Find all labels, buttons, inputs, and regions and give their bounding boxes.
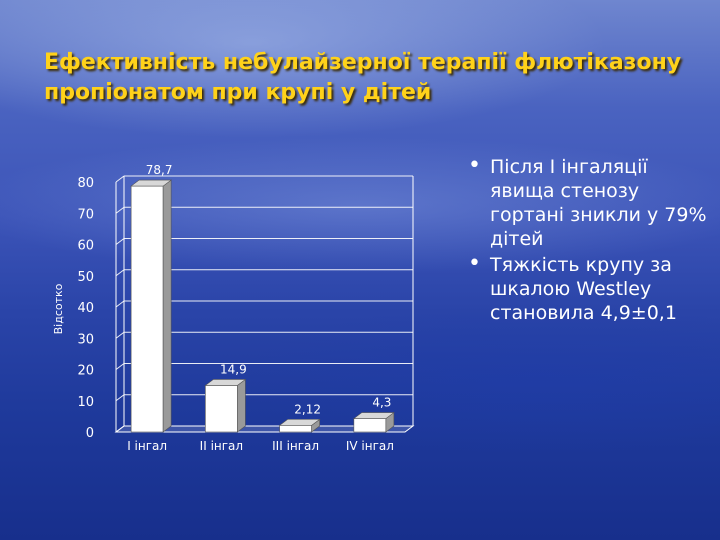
y-tick-label: 30 <box>77 332 94 347</box>
bar-top <box>204 379 247 386</box>
bar-top <box>352 412 395 419</box>
data-label: 14,9 <box>220 362 247 376</box>
bar-side <box>162 179 172 433</box>
data-label: 4,3 <box>372 396 391 410</box>
bar-top <box>278 419 321 426</box>
bar-chart: 0 10 20 30 40 50 60 70 80 Відсотко 78,7 I інгал 14,9… <box>48 150 428 460</box>
grid-line-side <box>115 206 125 214</box>
bullet-list: Після I інгаляції явища стенозу гортані … <box>466 154 711 327</box>
grid-line-side <box>115 175 125 183</box>
grid-line-side <box>115 300 125 308</box>
grid-line-side <box>115 238 125 245</box>
grid-line-side <box>115 394 125 402</box>
y-tick-label: 60 <box>77 239 94 254</box>
bar <box>205 385 238 433</box>
bar-side <box>237 378 246 433</box>
bar <box>130 185 164 433</box>
y-tick-label: 40 <box>77 301 94 316</box>
bullet-item: Після I інгаляції явища стенозу гортані … <box>466 154 711 251</box>
grid-line-side <box>115 363 125 370</box>
x-tick-label: IV інгал <box>346 439 394 453</box>
grid-line-side <box>115 331 125 339</box>
x-tick-label: III інгал <box>272 439 319 453</box>
y-tick-label: 0 <box>86 426 94 441</box>
y-tick-label: 20 <box>77 364 94 379</box>
x-tick-label: II інгал <box>200 439 243 453</box>
y-axis-label: Відсотко <box>52 283 65 334</box>
y-tick-label: 10 <box>77 395 94 410</box>
data-label: 78,7 <box>146 163 173 177</box>
bar <box>353 418 387 433</box>
grid-line-side <box>115 269 125 277</box>
bar-top <box>130 179 173 187</box>
y-tick-label: 50 <box>77 270 94 285</box>
x-tick-label: I інгал <box>127 439 167 453</box>
y-tick-label: 70 <box>77 207 94 222</box>
bullet-item: Тяжкість крупу за шкалою Westley станови… <box>466 252 711 325</box>
bar <box>279 425 312 433</box>
data-label: 2,12 <box>294 402 321 416</box>
slide-title: Ефективність небулайзерної терапії флюті… <box>44 50 682 105</box>
y-tick-label: 80 <box>77 176 94 191</box>
chart-svg: 0 10 20 30 40 50 60 70 80 Відсотко 78,7 I інгал 14,9… <box>52 163 415 453</box>
